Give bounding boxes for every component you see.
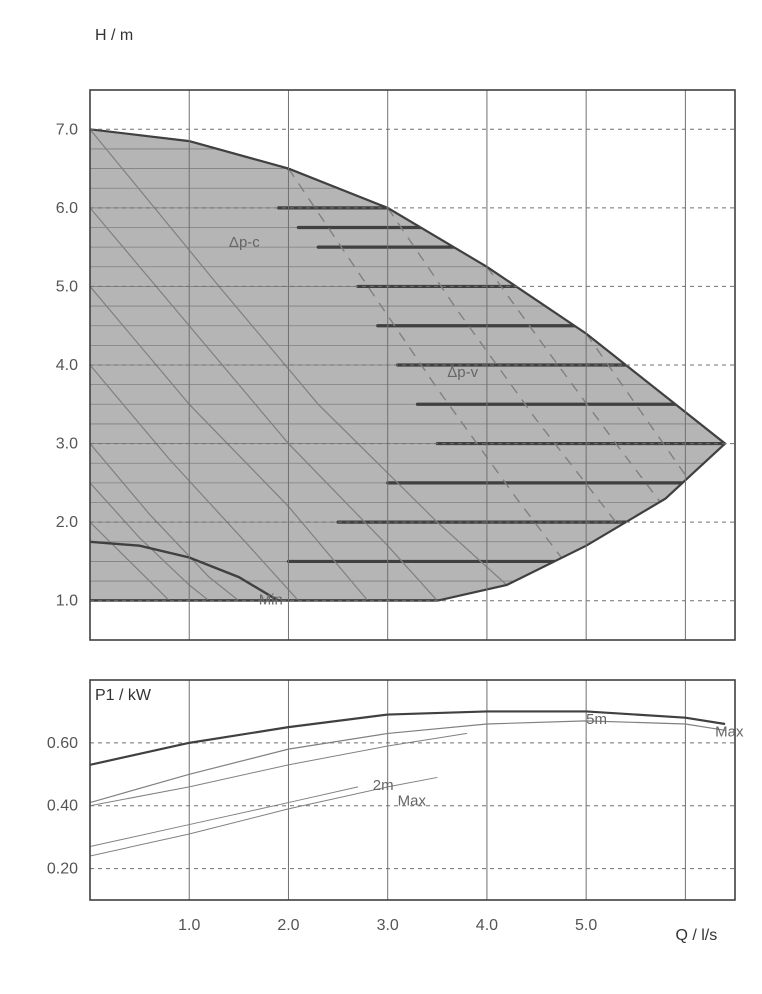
y-tick-label: 7.0 <box>56 121 78 138</box>
y-tick-label: 3.0 <box>56 436 78 453</box>
x-tick-label: 5.0 <box>575 917 597 934</box>
y-tick-label: 6.0 <box>56 200 78 217</box>
x-axis-label: Q / l/s <box>675 927 717 944</box>
annotation: 5m <box>586 711 607 728</box>
y-tick-label: 0.60 <box>47 735 78 752</box>
chart-svg: 1.0 2.0 3.0 4.0 5.0 6.0 7.0 H / m Δp-c Δp-v Min 0.2… <box>0 0 762 994</box>
power-curve-5m <box>90 721 725 803</box>
annotation: Δp-v <box>447 364 478 381</box>
annotation: 2m <box>373 777 394 794</box>
y-tick-label: 4.0 <box>56 357 78 374</box>
bottom-y-axis-label: P1 / kW <box>95 687 152 704</box>
x-tick-label: 4.0 <box>476 917 498 934</box>
pump-curve-figure: 1.0 2.0 3.0 4.0 5.0 6.0 7.0 H / m Δp-c Δp-v Min 0.2… <box>0 0 762 994</box>
y-tick-label: 5.0 <box>56 278 78 295</box>
y-tick-label: 1.0 <box>56 593 78 610</box>
x-tick-label: 1.0 <box>178 917 200 934</box>
power-curve-max-dark <box>90 711 725 764</box>
power-curve-2m <box>90 787 358 847</box>
x-tick-label: 2.0 <box>277 917 299 934</box>
annotation: Max <box>398 793 427 810</box>
top-y-axis-label: H / m <box>95 27 133 44</box>
x-tick-label: 3.0 <box>377 917 399 934</box>
annotation: Min <box>259 592 283 609</box>
y-tick-label: 0.20 <box>47 861 78 878</box>
annotation: Δp-c <box>229 234 260 251</box>
y-tick-label: 2.0 <box>56 514 78 531</box>
annotation: Max <box>715 724 744 741</box>
y-tick-label: 0.40 <box>47 798 78 815</box>
